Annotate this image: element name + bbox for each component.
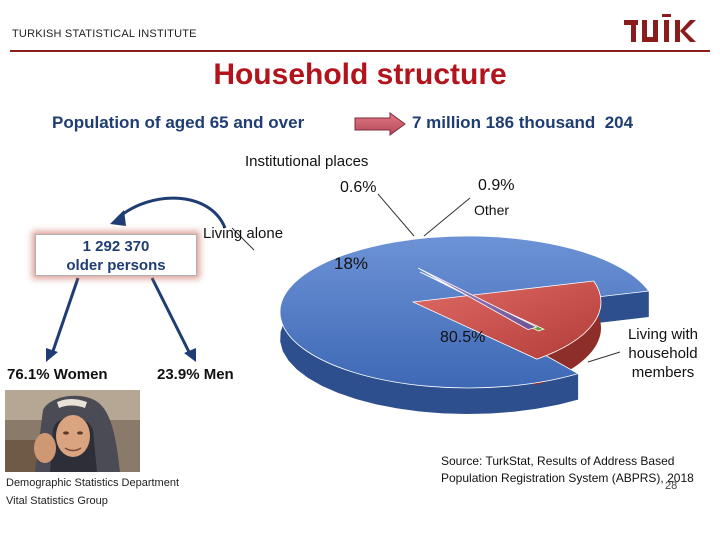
women-connector [50,277,80,355]
population-value: 7 million 186 thousand 204 [412,113,634,132]
household-value: 80.5% [440,329,486,346]
institute-name: TURKISH STATISTICAL INSTITUTE [12,28,197,40]
group-name: Vital Statistics Group [6,495,108,507]
curved-arrow-left-head [110,210,126,226]
leader-living-alone [231,227,255,251]
men-share: 23.9% Men [157,366,234,383]
older-persons-box: 1 292 370 older persons [35,234,197,276]
pie-group [279,235,650,414]
leader-household [587,351,621,363]
population-label: Population of aged 65 and over [52,113,305,132]
older-persons-value: 1 292 370 [82,238,150,255]
page-title: Household structure [213,58,507,91]
institutional-label: Institutional places [245,153,369,170]
elderly-woman-photo [5,390,140,472]
living-alone-value: 18% [334,254,369,273]
other-value: 0.9% [478,177,515,194]
header-divider [10,50,710,52]
older-persons-label: older persons [66,257,166,274]
source-line-2: Population Registration System (ABPRS), … [441,471,694,485]
household-label: Living with household members [627,326,699,381]
pie-slice-other [417,267,538,331]
women-share: 76.1% Women [7,366,108,383]
footer-department: Demographic Statistics Department Vital … [6,474,179,510]
leader-institutional [377,193,415,237]
men-connector-head [184,348,196,362]
department-name: Demographic Statistics Department [6,477,180,489]
tuik-logo [624,14,696,42]
page-number: 28 [665,480,678,492]
curved-arrow-left [117,196,227,229]
men-connector [150,277,192,355]
other-label: Other [474,202,510,218]
source-line-1: Source: TurkStat, Results of Address Bas… [441,454,675,468]
pie-slice-living-alone [411,280,602,360]
source-note: Source: TurkStat, Results of Address Bas… [441,453,694,487]
women-connector-head [46,348,58,362]
living-alone-label: Living alone [203,225,284,242]
right-arrow-icon [354,112,406,136]
institutional-value: 0.6% [340,179,377,196]
leader-other [423,197,471,237]
